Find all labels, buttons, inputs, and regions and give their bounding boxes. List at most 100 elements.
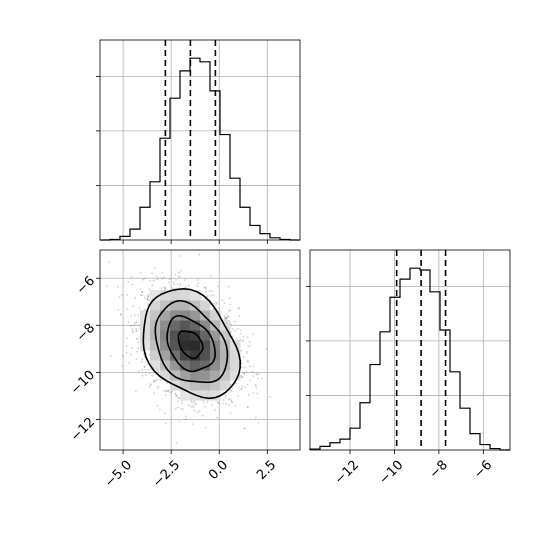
scatter-point <box>146 298 149 301</box>
scatter-point <box>244 386 247 388</box>
scatter-point <box>151 284 154 287</box>
scatter-point <box>141 374 144 377</box>
scatter-point <box>238 307 240 310</box>
density-cell <box>210 340 221 351</box>
scatter-point <box>216 285 219 288</box>
scatter-point <box>201 414 204 417</box>
density-cell <box>180 290 191 301</box>
density-cell <box>200 320 211 331</box>
scatter-point <box>243 366 246 369</box>
scatter-point <box>233 320 236 323</box>
scatter-point <box>188 284 190 287</box>
scatter-point <box>136 337 139 340</box>
density-cell <box>210 310 221 321</box>
scatter-point <box>240 388 242 391</box>
density-cell <box>150 340 161 351</box>
density-cell <box>190 320 201 331</box>
scatter-point <box>223 314 226 317</box>
scatter-point <box>125 344 128 347</box>
scatter-point <box>229 399 232 402</box>
scatter-point <box>129 353 132 356</box>
scatter-point <box>147 298 150 301</box>
scatter-point <box>179 269 182 272</box>
scatter-point <box>240 329 242 332</box>
scatter-point <box>142 278 144 281</box>
scatter-point <box>164 287 167 289</box>
scatter-point <box>137 341 140 344</box>
density-cell <box>150 300 161 311</box>
scatter-point <box>164 287 167 290</box>
scatter-point <box>155 275 158 278</box>
scatter-point <box>245 350 248 353</box>
scatter-point <box>204 288 207 290</box>
scatter-point <box>194 402 196 405</box>
scatter-point <box>251 370 254 373</box>
param2-histogram-panel: −12 −10 −8 −6 <box>306 249 511 488</box>
scatter-point <box>143 366 146 369</box>
scatter-point <box>164 389 167 392</box>
scatter-point <box>227 398 230 401</box>
scatter-point <box>139 271 142 274</box>
scatter-point <box>119 313 122 316</box>
scatter-point <box>198 253 201 256</box>
scatter-point <box>122 354 125 357</box>
scatter-point <box>172 280 175 283</box>
scatter-point <box>140 360 143 363</box>
scatter-point <box>153 392 155 395</box>
density-cell <box>150 290 161 301</box>
density-cell <box>170 340 181 351</box>
density-contour <box>154 299 229 384</box>
scatter-point <box>236 328 239 330</box>
scatter-point <box>246 352 249 355</box>
scatter-point <box>227 285 230 288</box>
scatter-point <box>147 303 150 306</box>
scatter-point <box>231 401 234 404</box>
scatter-point <box>164 394 167 397</box>
scatter-point <box>249 365 251 368</box>
scatter-point <box>181 400 184 402</box>
scatter-point <box>156 378 159 381</box>
density-cell <box>190 360 201 371</box>
scatter-point <box>208 290 211 292</box>
scatter-point <box>144 368 147 371</box>
density-cell <box>190 380 201 391</box>
density-cell <box>180 340 191 351</box>
density-cell <box>190 340 201 351</box>
scatter-point <box>127 321 130 324</box>
param2-x-tick-label: −6 <box>471 458 495 482</box>
density-cell <box>190 350 201 361</box>
scatter-point <box>233 329 236 332</box>
scatter-point <box>254 384 257 386</box>
density-cell <box>210 380 221 391</box>
density-cell <box>220 350 231 361</box>
scatter-point <box>174 393 177 396</box>
scatter-point <box>179 282 182 285</box>
density-cell <box>190 310 201 321</box>
density-cell <box>180 330 191 341</box>
scatter-point <box>141 291 144 293</box>
density-cell <box>200 370 211 381</box>
scatter-point <box>254 416 257 419</box>
scatter-point <box>242 335 245 338</box>
density-cell <box>150 310 161 321</box>
scatter-point <box>211 290 213 293</box>
density-cell <box>200 380 211 391</box>
scatter-point <box>137 314 140 317</box>
scatter-point <box>193 400 196 403</box>
scatter-point <box>156 386 159 389</box>
scatter-point <box>156 404 159 407</box>
scatter-point <box>180 402 183 405</box>
scatter-point <box>141 291 143 293</box>
scatter-point <box>213 302 215 305</box>
density-cell <box>190 300 201 311</box>
scatter-point <box>164 422 167 425</box>
scatter-point <box>143 296 146 299</box>
scatter-point <box>242 372 244 375</box>
scatter-point <box>214 304 217 306</box>
scatter-point <box>163 276 166 279</box>
scatter-point <box>141 369 144 372</box>
scatter-point <box>184 415 187 418</box>
density-cell <box>220 340 231 351</box>
scatter-point <box>117 285 119 288</box>
scatter-point <box>206 295 209 298</box>
